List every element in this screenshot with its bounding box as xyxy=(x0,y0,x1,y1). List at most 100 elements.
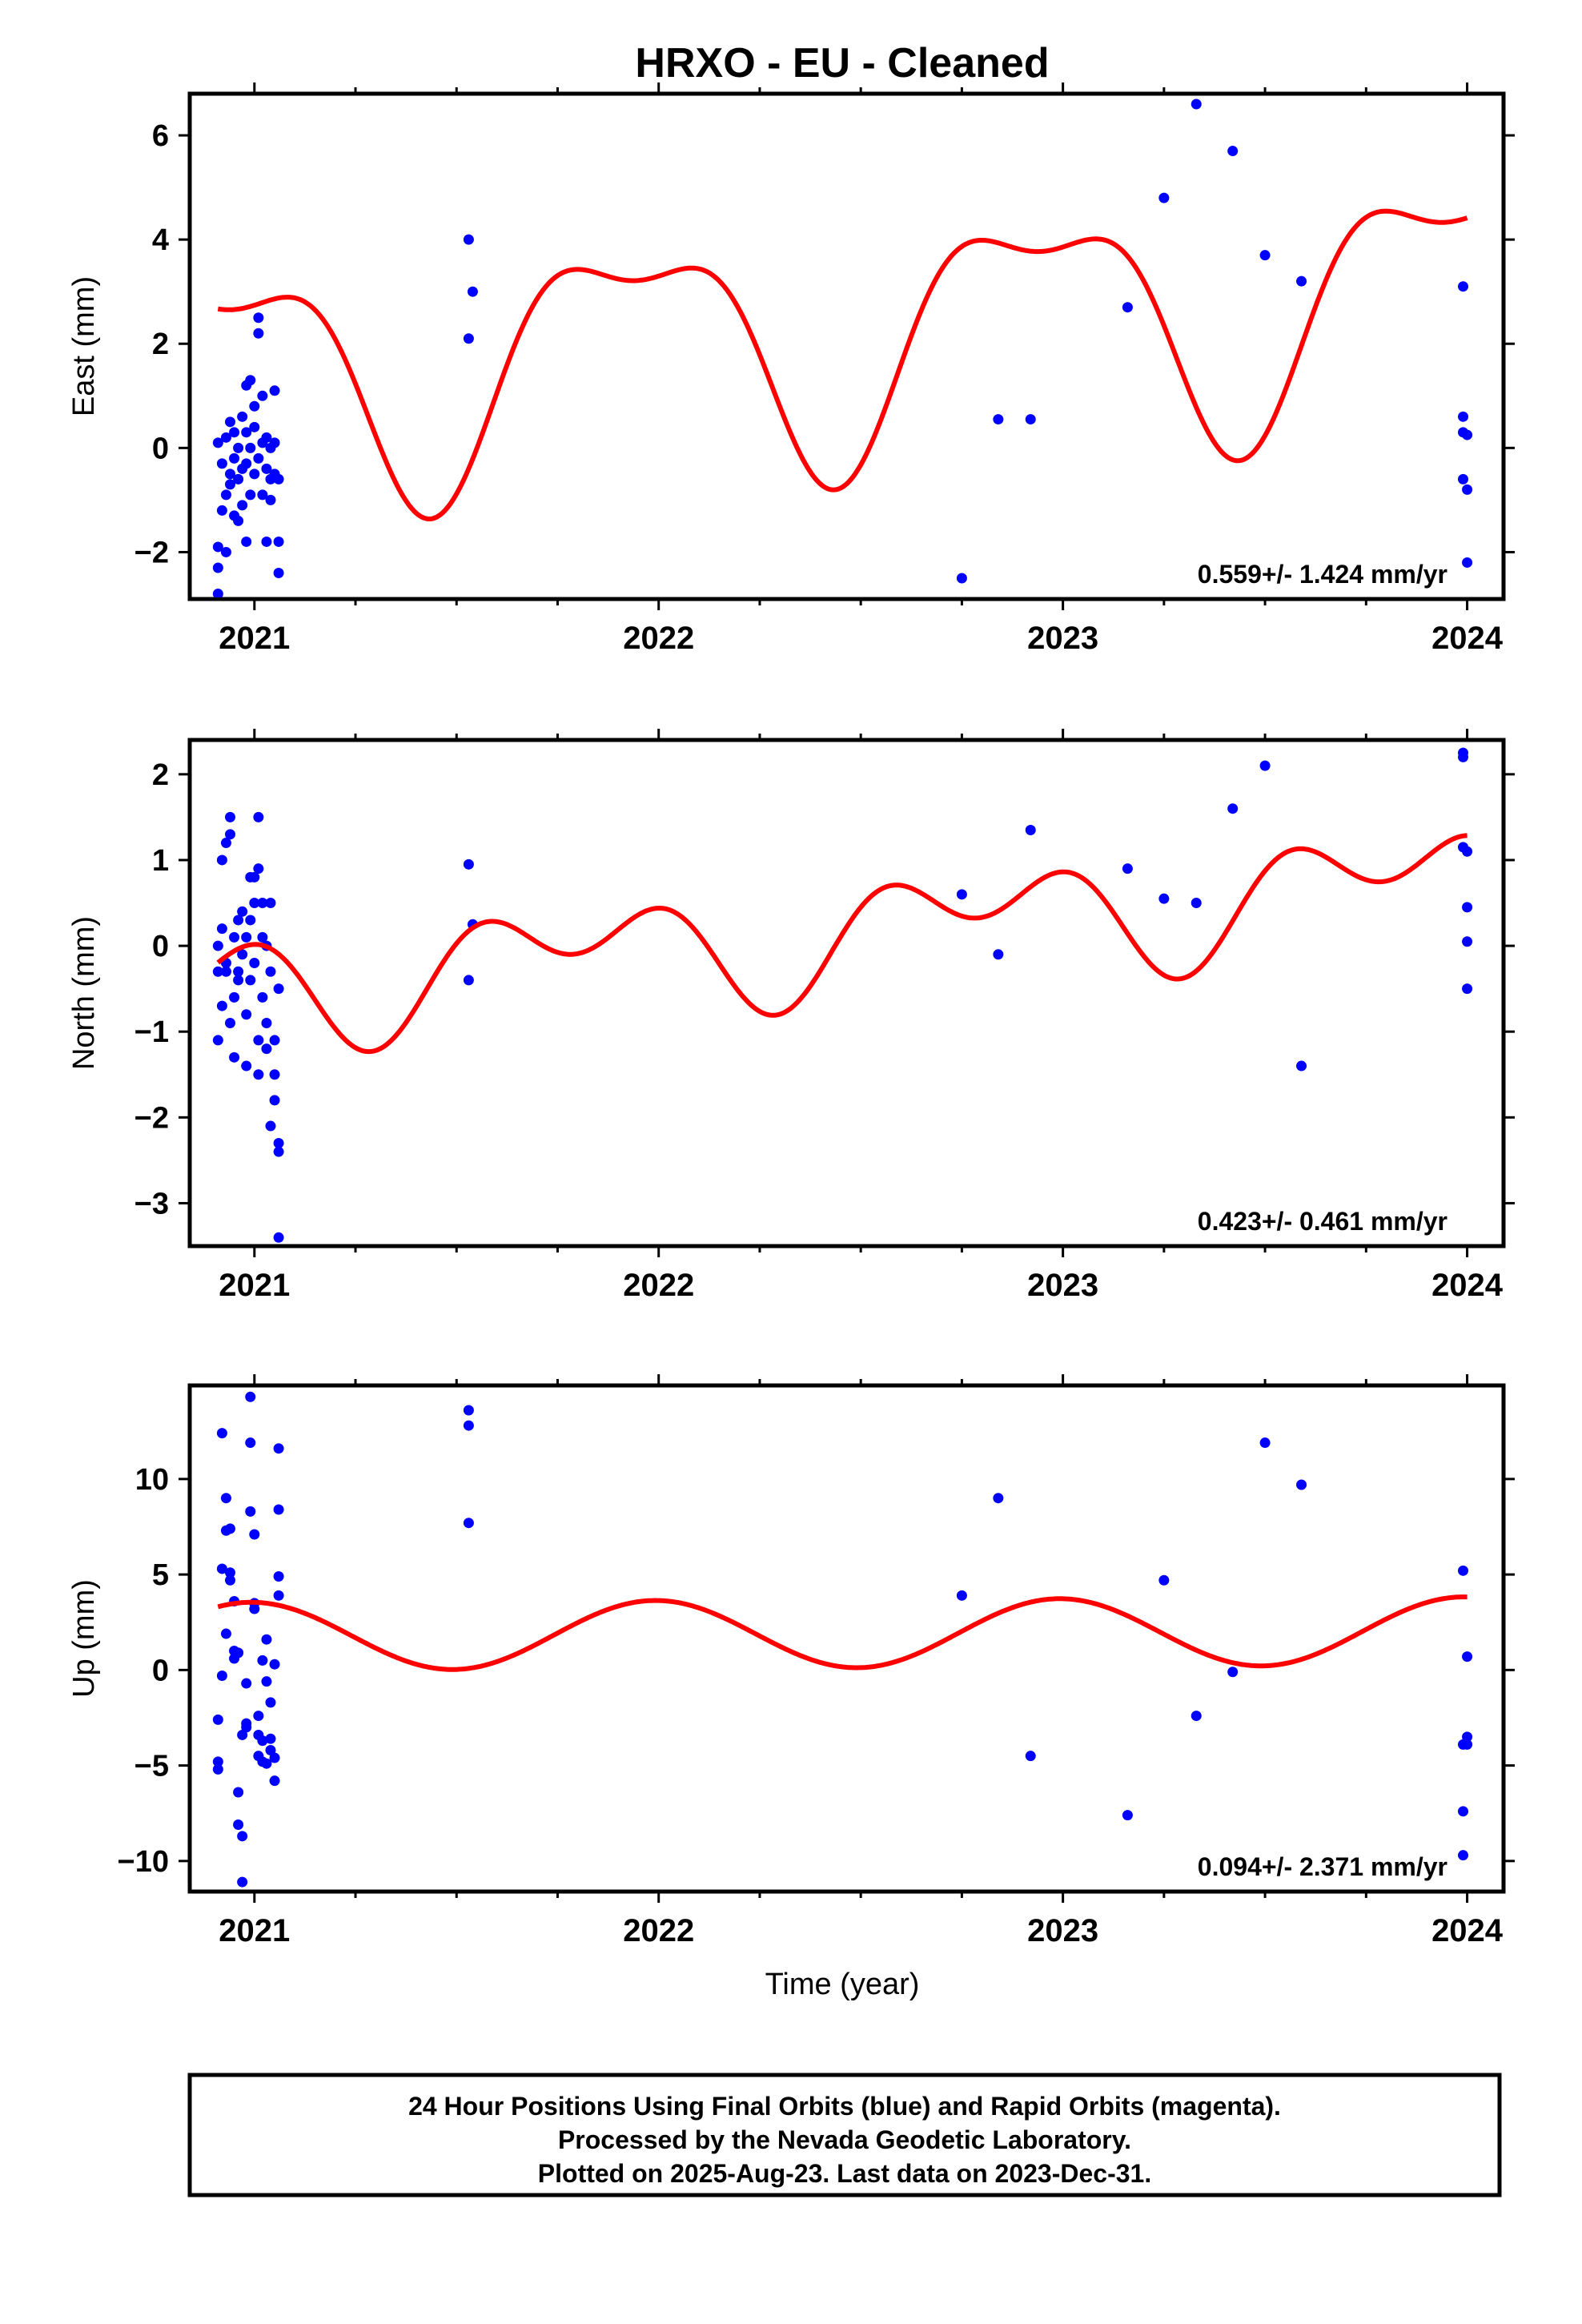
x-tick-label: 2024 xyxy=(1431,1268,1504,1303)
chart-title: HRXO - EU - Cleaned xyxy=(635,40,1049,86)
data-point xyxy=(224,479,235,490)
data-point xyxy=(1296,275,1307,287)
data-point xyxy=(956,573,967,584)
data-point xyxy=(1122,1810,1133,1821)
data-point xyxy=(257,390,268,401)
data-point xyxy=(1458,751,1469,762)
data-point xyxy=(269,1095,280,1106)
footer-line-3: Plotted on 2025-Aug-23. Last data on 202… xyxy=(538,2159,1151,2188)
data-point xyxy=(216,1671,227,1682)
data-point xyxy=(1458,1565,1469,1576)
data-point xyxy=(224,1574,235,1586)
data-point xyxy=(233,442,244,453)
data-point xyxy=(1462,1731,1473,1743)
data-point xyxy=(216,505,227,516)
data-point xyxy=(224,1523,235,1534)
y-tick-label: 2 xyxy=(152,328,169,361)
data-point xyxy=(261,536,272,547)
data-point xyxy=(463,234,474,245)
y-tick-label: 10 xyxy=(135,1463,169,1497)
data-point xyxy=(249,400,260,412)
data-point xyxy=(249,421,260,432)
y-tick-label: 4 xyxy=(152,223,169,257)
data-point xyxy=(1191,1711,1202,1722)
data-point xyxy=(249,898,260,909)
data-point xyxy=(1122,863,1133,875)
data-point xyxy=(216,1000,227,1011)
data-point xyxy=(1259,1437,1271,1449)
data-point xyxy=(1462,1651,1473,1663)
data-point xyxy=(273,473,284,485)
data-point xyxy=(261,432,272,443)
data-point xyxy=(220,432,231,443)
panel-east: 2021 2022 2023 2024 −2 0 2 4 6 East (mm) 0.559+/- … xyxy=(67,82,1515,656)
data-point xyxy=(1462,484,1473,495)
fit-line xyxy=(216,833,1468,1055)
data-point xyxy=(1462,557,1473,568)
data-point xyxy=(253,1035,264,1046)
data-point xyxy=(265,966,276,977)
data-point xyxy=(224,829,235,840)
data-point xyxy=(212,966,223,977)
data-point xyxy=(1462,846,1473,857)
footer-frame xyxy=(187,2073,1502,2197)
data-point xyxy=(241,1718,252,1729)
y-tick-label: 6 xyxy=(152,119,169,153)
y-tick-label: 5 xyxy=(152,1558,169,1592)
data-point xyxy=(241,536,252,547)
data-point xyxy=(249,958,260,969)
x-tick-label: 2022 xyxy=(623,1913,694,1948)
data-point xyxy=(220,546,231,557)
y-tick-label: 0 xyxy=(152,930,169,963)
data-point xyxy=(245,975,256,986)
data-point xyxy=(1191,898,1202,909)
panel-north: 2021 2022 2023 2024 −3 −2 −1 0 1 2 North (mm) 0.423… xyxy=(67,729,1515,1303)
data-point xyxy=(216,1428,227,1439)
data-point xyxy=(229,991,240,1003)
data-point xyxy=(212,1756,223,1767)
y-axis-label: Up (mm) xyxy=(67,1579,101,1698)
data-point xyxy=(1458,281,1469,292)
data-point xyxy=(253,1069,264,1080)
data-point xyxy=(273,536,284,547)
data-point xyxy=(241,1060,252,1072)
rate-label: 0.423+/- 0.461 mm/yr xyxy=(1198,1207,1447,1236)
data-point xyxy=(1296,1060,1307,1072)
data-point xyxy=(237,949,248,960)
data-point xyxy=(265,494,276,505)
data-point xyxy=(241,427,252,438)
data-point xyxy=(1462,983,1473,995)
data-point xyxy=(212,588,223,597)
data-point xyxy=(224,468,235,480)
data-point xyxy=(257,1655,268,1666)
y-tick-label: 0 xyxy=(152,432,169,465)
data-point xyxy=(463,858,474,870)
panels: 2021 2022 2023 2024 −2 0 2 4 6 East (mm) 0.559+/- … xyxy=(67,82,1515,1948)
data-point xyxy=(245,915,256,926)
data-point xyxy=(233,1787,244,1798)
data-point xyxy=(237,1876,248,1888)
footer-line-1: 24 Hour Positions Using Final Orbits (bl… xyxy=(408,2092,1281,2121)
x-axis-label: Time (year) xyxy=(765,1968,920,2001)
data-point xyxy=(1462,1739,1473,1750)
data-point xyxy=(1158,192,1170,203)
data-point xyxy=(1462,902,1473,913)
x-tick-label: 2023 xyxy=(1027,621,1098,656)
data-point xyxy=(273,1146,284,1157)
data-point xyxy=(224,416,235,428)
data-point xyxy=(273,567,284,578)
data-point xyxy=(269,385,280,396)
data-point xyxy=(212,562,223,573)
data-point xyxy=(265,1697,276,1708)
plot-frame xyxy=(187,1383,1506,1894)
data-point xyxy=(1259,760,1271,771)
data-point xyxy=(229,427,240,438)
plot-area xyxy=(212,1391,1473,1888)
data-point xyxy=(269,1035,280,1046)
x-tick-label: 2022 xyxy=(623,1268,694,1303)
data-point xyxy=(220,1493,231,1504)
rate-label: 0.094+/- 2.371 mm/yr xyxy=(1198,1852,1447,1881)
data-point xyxy=(265,1120,276,1132)
data-point xyxy=(257,1735,268,1747)
